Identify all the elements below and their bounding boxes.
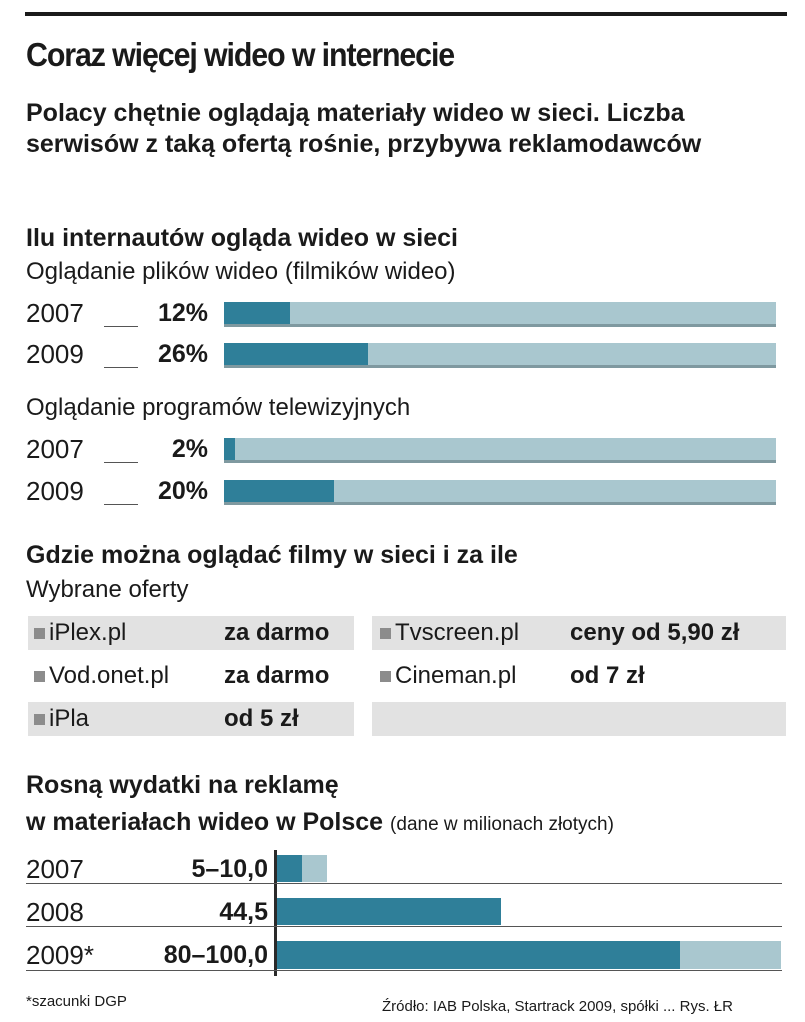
percent-label: 12%	[157, 299, 208, 327]
offers-subtitle: Wybrane oferty	[26, 576, 189, 603]
offer-price: za darmo	[224, 619, 330, 646]
offer-cell: iPla od 5 zł	[28, 702, 354, 736]
section1-heading: Ilu internautów ogląda wideo w sieci	[26, 224, 459, 252]
leader-line	[104, 326, 138, 327]
bar-range-low	[277, 898, 502, 925]
offer-cell: Tvscreen.pl ceny od 5,90 zł	[372, 616, 786, 650]
section3-heading-line1: Rosną wydatki na reklamę	[26, 771, 339, 799]
offer-cell: Cineman.pl od 7 zł	[372, 659, 786, 693]
baseline	[26, 883, 782, 884]
leader-line	[104, 462, 138, 463]
offer-price: za darmo	[224, 662, 330, 689]
offer-name: Tvscreen.pl	[380, 619, 519, 647]
top-rule	[25, 12, 787, 16]
baseline	[26, 926, 782, 927]
leader-line	[104, 504, 138, 505]
bar-value	[224, 480, 335, 502]
bullet-icon	[380, 628, 391, 640]
group2-label: Oglądanie programów telewizyjnych	[26, 394, 411, 421]
unit-note: (dane w milionach złotych)	[390, 814, 614, 835]
percent-label: 2%	[171, 435, 208, 463]
section3-heading-line2: w materiałach wideo w Polsce (dane w mil…	[26, 808, 614, 836]
year-label: 2007	[26, 298, 84, 328]
source-note: Źródło: IAB Polska, Startrack 2009, spół…	[382, 998, 733, 1015]
bar-value	[224, 302, 291, 324]
offer-name: Vod.onet.pl	[34, 662, 169, 690]
bullet-icon	[34, 671, 45, 683]
baseline	[26, 970, 782, 971]
year-label: 2008	[26, 897, 84, 927]
bullet-icon	[34, 714, 45, 726]
bar-track	[224, 438, 776, 460]
group1-label: Oglądanie plików wideo (filmików wideo)	[26, 258, 456, 285]
bar-value	[224, 343, 368, 365]
bullet-icon	[34, 628, 45, 640]
year-label: 2007	[26, 434, 84, 464]
offer-name: iPlex.pl	[34, 619, 126, 647]
offer-cell: iPlex.pl za darmo	[28, 616, 354, 650]
offer-cell: Vod.onet.pl za darmo	[28, 659, 354, 693]
year-label: 2009	[26, 476, 84, 506]
offer-price: od 7 zł	[570, 662, 645, 689]
bar-track	[224, 480, 776, 502]
bar-track	[224, 302, 776, 324]
percent-label: 26%	[157, 340, 208, 368]
offer-price: od 5 zł	[224, 705, 299, 732]
bar-range-low	[277, 855, 303, 882]
value-label: 80–100,0	[163, 941, 268, 969]
bar-track	[224, 343, 776, 365]
bar-range-low	[277, 941, 681, 969]
value-label: 44,5	[219, 898, 268, 926]
footnote: *szacunki DGP	[26, 993, 127, 1010]
chart-axis	[274, 850, 277, 976]
offer-name: Cineman.pl	[380, 662, 516, 690]
offer-name: iPla	[34, 705, 89, 733]
leader-line	[104, 367, 138, 368]
year-label: 2009*	[26, 940, 94, 970]
year-label: 2009	[26, 339, 84, 369]
page-title: Coraz więcej wideo w internecie	[26, 36, 455, 73]
value-label: 5–10,0	[191, 855, 268, 883]
bar-value	[224, 438, 235, 460]
offer-cell-empty	[372, 702, 786, 736]
year-label: 2007	[26, 854, 84, 884]
lead-text: Polacy chętnie oglądają materiały wideo …	[26, 99, 702, 158]
section2-heading: Gdzie można oglądać filmy w sieci i za i…	[26, 541, 518, 569]
offer-price: ceny od 5,90 zł	[570, 619, 740, 646]
percent-label: 20%	[157, 477, 208, 505]
bullet-icon	[380, 671, 391, 683]
